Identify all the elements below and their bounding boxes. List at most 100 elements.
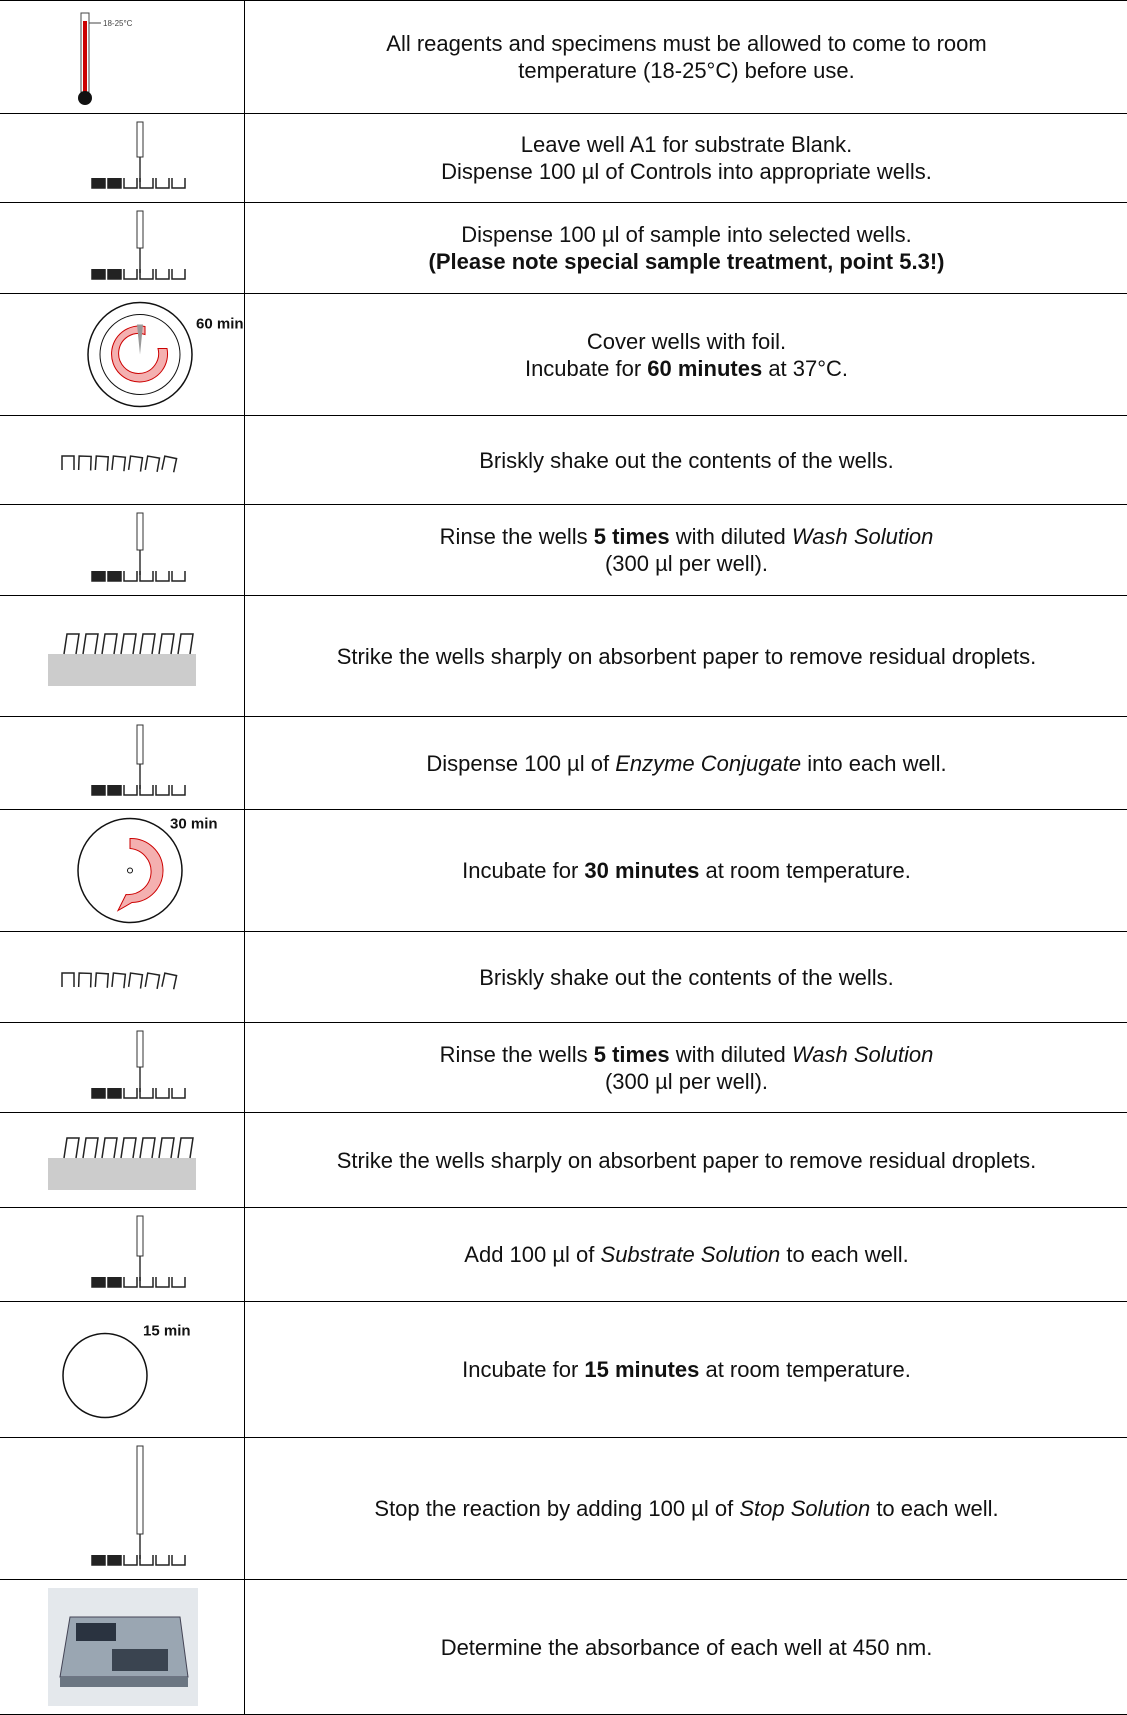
well <box>139 571 154 582</box>
text-segment: Dispense 100 µl of sample into selected … <box>461 222 912 247</box>
text-segment: Determine the absorbance of each well at… <box>440 1634 933 1660</box>
step-text-cell: Dispense 100 µl of Enzyme Conjugate into… <box>246 717 1127 809</box>
step-text-cell: Rinse the wells 5 times with diluted Was… <box>246 505 1127 595</box>
step-row: 60 min Cover wells with foil. Incubate for… <box>0 294 1127 416</box>
step-icon-cell: 60 min <box>0 294 245 415</box>
text-segment: Dispense 100 µl of <box>426 750 616 776</box>
well <box>155 1277 170 1288</box>
step-text-cell: Incubate for 15 minutes at room temperat… <box>246 1302 1127 1437</box>
inverted-well <box>77 455 92 471</box>
step-icon-cell: 30 min <box>0 810 245 931</box>
well <box>123 269 138 280</box>
well <box>171 178 186 189</box>
text-segment: 5 times <box>593 524 670 549</box>
inverted-well <box>127 455 144 472</box>
inverted-well <box>63 633 80 655</box>
well <box>139 785 154 796</box>
text-segment: Stop the reaction by adding 100 µl of <box>374 1496 740 1521</box>
inverted-well <box>94 972 110 988</box>
well <box>123 571 138 582</box>
text-line: Leave well A1 for substrate Blank. <box>521 131 852 158</box>
text-segment: Incubate for <box>524 355 648 381</box>
inverted-well <box>139 633 156 655</box>
inverted-well <box>101 1137 118 1159</box>
step-icon <box>48 1588 198 1706</box>
well <box>171 1555 186 1566</box>
well <box>107 1088 122 1099</box>
step-icon <box>61 455 178 473</box>
inverted-well <box>111 455 127 472</box>
well <box>155 269 170 280</box>
well <box>171 785 186 796</box>
text-line: Incubate for 30 minutes at room temperat… <box>462 857 911 884</box>
step-icon: 30 min <box>77 816 218 924</box>
step-icon: 60 min <box>87 301 244 408</box>
step-icon-cell <box>0 1208 245 1301</box>
step-row: 18-25°C All reagents and specimens must b… <box>0 0 1127 114</box>
text-line: Dispense 100 µl of sample into selected … <box>461 221 911 248</box>
text-segment: 60 minutes <box>647 355 763 381</box>
text-segment: Cover wells with foil. <box>586 328 787 354</box>
text-segment: Briskly shake out the contents of the we… <box>479 447 894 473</box>
inverted-well <box>161 455 178 473</box>
step-icon-cell <box>0 1113 245 1207</box>
step-icon <box>91 1030 186 1099</box>
text-line: Determine the absorbance of each well at… <box>441 1634 933 1661</box>
well <box>107 269 122 280</box>
text-line: Strike the wells sharply on absorbent pa… <box>337 1147 1036 1174</box>
timer-arrow <box>116 837 164 912</box>
well <box>171 1277 186 1288</box>
well <box>107 1277 122 1288</box>
text-segment: Incubate for <box>462 1357 585 1382</box>
inverted-well <box>144 455 161 473</box>
step-text-cell: Stop the reaction by adding 100 µl of St… <box>246 1438 1127 1579</box>
inverted-well <box>77 972 92 988</box>
reader-base <box>60 1677 188 1687</box>
text-line: Incubate for 60 minutes at 37°C. <box>525 355 848 382</box>
text-segment: 30 minutes <box>584 858 700 883</box>
text-line: Stop the reaction by adding 100 µl of St… <box>374 1495 998 1522</box>
text-segment: Rinse the wells <box>439 1041 594 1067</box>
text-segment: Briskly shake out the contents of the we… <box>479 964 894 990</box>
inverted-well <box>127 972 144 989</box>
inverted-well <box>177 1137 194 1159</box>
well <box>91 1088 106 1099</box>
step-row: Stop the reaction by adding 100 µl of St… <box>0 1438 1127 1580</box>
timer-hand <box>137 324 143 355</box>
inverted-well <box>94 455 110 471</box>
step-row: Add 100 µl of Substrate Solution to each… <box>0 1208 1127 1302</box>
text-line: Cover wells with foil. <box>587 328 786 355</box>
text-line: (Please note special sample treatment, p… <box>429 248 945 275</box>
text-segment: (300 µl per well). <box>604 1068 769 1094</box>
timer-face <box>62 1332 148 1419</box>
text-line: Incubate for 15 minutes at room temperat… <box>462 1356 911 1383</box>
step-icon-cell <box>0 596 245 716</box>
step-icon-cell <box>0 505 245 595</box>
text-segment: at room temperature. <box>699 1357 911 1382</box>
step-row: Strike the wells sharply on absorbent pa… <box>0 596 1127 717</box>
step-icon <box>91 121 186 189</box>
text-segment: Stop Solution <box>739 1496 871 1521</box>
pipette-body <box>136 210 144 249</box>
step-icon <box>61 972 178 990</box>
timer-face <box>87 301 193 408</box>
step-row: Dispense 100 µl of Enzyme Conjugate into… <box>0 717 1127 810</box>
text-segment: Strike the wells sharply on absorbent pa… <box>336 643 1037 669</box>
inverted-well <box>177 633 194 655</box>
step-icon <box>91 210 186 280</box>
timer-face <box>77 817 183 924</box>
pipette-body <box>136 724 144 765</box>
step-text-cell: Add 100 µl of Substrate Solution to each… <box>246 1208 1127 1301</box>
absorbent-paper <box>48 654 196 686</box>
step-icon: 15 min <box>62 1323 191 1419</box>
well <box>107 1555 122 1566</box>
step-text-cell: Strike the wells sharply on absorbent pa… <box>246 596 1127 716</box>
text-segment: Wash Solution <box>791 1041 934 1067</box>
text-segment: Enzyme Conjugate <box>615 750 802 776</box>
inverted-well <box>120 1137 137 1159</box>
step-row: Dispense 100 µl of sample into selected … <box>0 203 1127 294</box>
step-text-cell: Leave well A1 for substrate Blank. Dispen… <box>246 114 1127 202</box>
text-segment: (300 µl per well). <box>604 551 769 576</box>
step-row: Rinse the wells 5 times with diluted Was… <box>0 505 1127 596</box>
